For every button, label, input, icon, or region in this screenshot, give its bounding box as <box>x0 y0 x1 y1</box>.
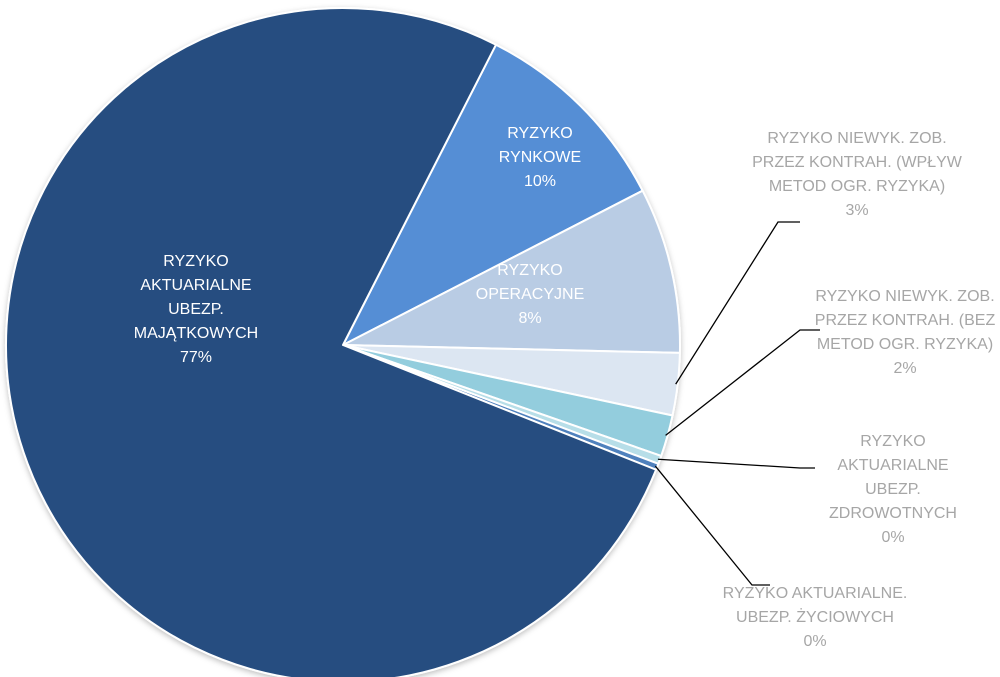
value-label: 10% <box>523 173 557 190</box>
leaders <box>654 221 820 586</box>
category-label: RYZYKO NIEWYK. ZOB. PRZEZ KONTRAH. (WPŁY… <box>752 130 962 195</box>
slice-label: RYZYKO NIEWYK. ZOB. PRZEZ KONTRAH. (BEZ … <box>805 285 1000 381</box>
value-label: 8% <box>518 310 542 327</box>
slice-label: RYZYKO AKTUARIALNE UBEZP. MAJĄTKOWYCH 77% <box>121 250 271 370</box>
category-label: RYZYKO AKTUARIALNE UBEZP. ZDROWOTNYCH <box>829 433 957 522</box>
slice-label: RYZYKO OPERACYJNE 8% <box>465 259 595 331</box>
slice-label: RYZYKO AKTUARIALNE UBEZP. ZDROWOTNYCH 0% <box>813 430 973 550</box>
slice <box>342 189 681 354</box>
value-label: 0% <box>803 633 827 650</box>
leader-line <box>675 221 800 385</box>
slice-label: RYZYKO AKTUARIALNE. UBEZP. ŻYCIOWYCH 0% <box>698 582 933 654</box>
category-label: RYZYKO RYNKOWE <box>498 125 582 166</box>
value-label: 2% <box>893 360 917 377</box>
category-label: RYZYKO AKTUARIALNE. UBEZP. ŻYCIOWYCH <box>722 585 908 626</box>
category-label: RYZYKO NIEWYK. ZOB. PRZEZ KONTRAH. (BEZ … <box>814 288 996 353</box>
leader-line <box>657 458 815 469</box>
leader-line <box>665 329 820 436</box>
value-label: 77% <box>179 349 213 366</box>
slices <box>5 7 681 677</box>
slice <box>5 7 658 677</box>
value-label: 3% <box>845 202 869 219</box>
leader-line <box>654 465 770 586</box>
category-label: RYZYKO OPERACYJNE <box>475 262 585 303</box>
slice-label: RYZYKO RYNKOWE 10% <box>485 122 595 194</box>
slice <box>342 43 644 346</box>
category-label: RYZYKO AKTUARIALNE UBEZP. MAJĄTKOWYCH <box>133 253 259 342</box>
slice-label: RYZYKO NIEWYK. ZOB. PRZEZ KONTRAH. (WPŁY… <box>750 127 965 223</box>
value-label: 0% <box>881 529 905 546</box>
